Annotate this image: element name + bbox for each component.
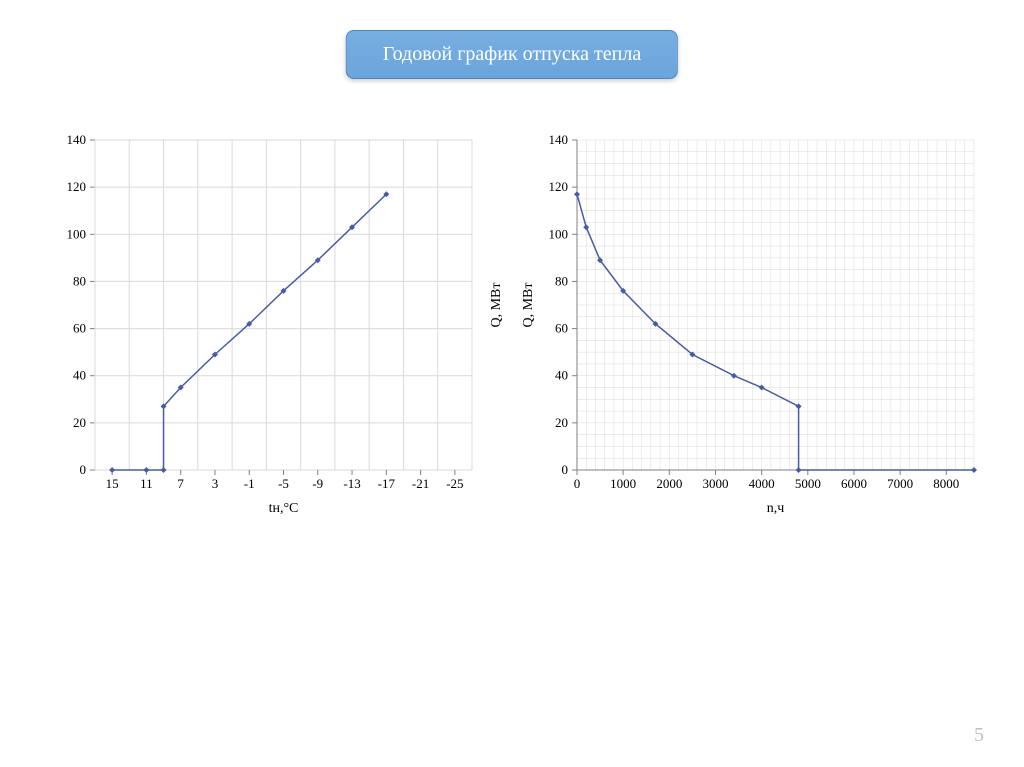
svg-text:-1: -1 <box>244 476 255 491</box>
svg-text:15: 15 <box>106 476 119 491</box>
svg-text:20: 20 <box>73 415 86 430</box>
svg-text:60: 60 <box>73 321 86 336</box>
svg-text:3: 3 <box>212 476 219 491</box>
chart-left: 0 20 40 60 80 100 120 140 15 11 7 3 -1 -5 -9 -13 -17 -21 -… <box>35 130 512 520</box>
svg-text:-5: -5 <box>278 476 289 491</box>
svg-text:4000: 4000 <box>749 476 775 491</box>
svg-text:Q, МВт: Q, МВт <box>521 282 536 327</box>
svg-text:0: 0 <box>574 476 581 491</box>
svg-text:2000: 2000 <box>656 476 682 491</box>
chart-left-wrap: 0 20 40 60 80 100 120 140 15 11 7 3 -1 -5 -9 -13 -17 -21 -… <box>35 130 512 525</box>
svg-text:Q, МВт: Q, МВт <box>489 282 504 327</box>
svg-text:40: 40 <box>73 368 86 383</box>
title-box: Годовой график отпуска тепла <box>346 30 678 79</box>
svg-text:100: 100 <box>549 226 569 241</box>
svg-text:-13: -13 <box>343 476 360 491</box>
page-number-value: 5 <box>974 724 984 746</box>
svg-text:n,ч: n,ч <box>767 501 785 516</box>
svg-text:80: 80 <box>555 273 568 288</box>
svg-text:7: 7 <box>177 476 184 491</box>
svg-text:1000: 1000 <box>610 476 636 491</box>
svg-text:5000: 5000 <box>795 476 821 491</box>
svg-text:6000: 6000 <box>841 476 867 491</box>
svg-text:140: 140 <box>549 132 569 147</box>
svg-text:0: 0 <box>80 462 87 477</box>
svg-text:80: 80 <box>73 273 86 288</box>
svg-text:11: 11 <box>140 476 153 491</box>
chart-right: 0 20 40 60 80 100 120 140 0 1000 2000 3000 4000 5000 6… <box>512 130 989 520</box>
svg-text:3000: 3000 <box>702 476 728 491</box>
svg-text:8000: 8000 <box>933 476 959 491</box>
charts-row: 0 20 40 60 80 100 120 140 15 11 7 3 -1 -5 -9 -13 -17 -21 -… <box>35 130 989 525</box>
title-text: Годовой график отпуска тепла <box>383 43 641 65</box>
svg-text:120: 120 <box>67 179 87 194</box>
svg-text:0: 0 <box>562 462 569 477</box>
svg-text:-17: -17 <box>378 476 396 491</box>
svg-text:7000: 7000 <box>887 476 913 491</box>
chart-right-wrap: 0 20 40 60 80 100 120 140 0 1000 2000 3000 4000 5000 6… <box>512 130 989 525</box>
page-number: 5 <box>974 724 984 747</box>
svg-text:20: 20 <box>555 415 568 430</box>
svg-text:100: 100 <box>67 226 87 241</box>
svg-text:120: 120 <box>549 179 569 194</box>
svg-text:-25: -25 <box>446 476 463 491</box>
svg-text:-21: -21 <box>412 476 429 491</box>
svg-text:40: 40 <box>555 368 568 383</box>
svg-text:60: 60 <box>555 321 568 336</box>
svg-text:140: 140 <box>67 132 87 147</box>
svg-text:-9: -9 <box>312 476 323 491</box>
svg-text:tн,°C: tн,°C <box>269 501 299 516</box>
